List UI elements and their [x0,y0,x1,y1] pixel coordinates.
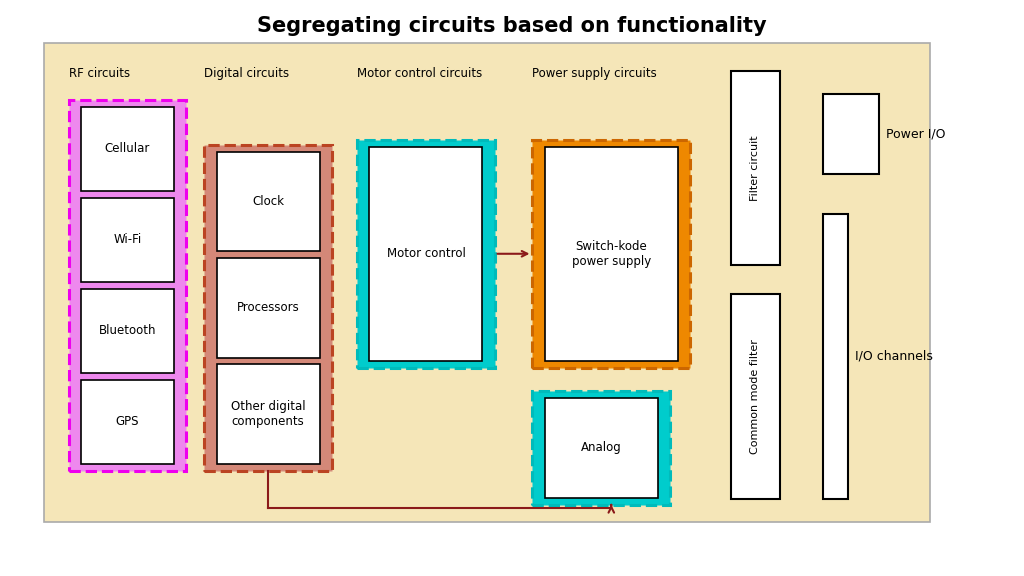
FancyBboxPatch shape [731,294,780,499]
Text: Analog: Analog [581,441,622,454]
Text: Bluetooth: Bluetooth [98,324,157,337]
FancyBboxPatch shape [545,397,657,498]
FancyBboxPatch shape [532,140,690,368]
FancyBboxPatch shape [217,259,319,358]
Text: Switch-kode
power supply: Switch-kode power supply [571,240,651,268]
Text: Motor control: Motor control [386,247,465,260]
Text: Digital circuits: Digital circuits [205,67,290,80]
FancyBboxPatch shape [81,380,174,464]
Text: Other digital
components: Other digital components [230,400,305,428]
Text: Wi-Fi: Wi-Fi [114,233,141,246]
FancyBboxPatch shape [822,214,848,499]
Text: Cellular: Cellular [104,142,151,155]
Text: Motor control circuits: Motor control circuits [357,67,482,80]
Text: Filter circuit: Filter circuit [751,135,761,201]
FancyBboxPatch shape [532,391,670,505]
FancyBboxPatch shape [81,289,174,373]
FancyBboxPatch shape [69,100,186,471]
FancyBboxPatch shape [81,107,174,191]
FancyBboxPatch shape [545,146,678,361]
FancyBboxPatch shape [81,198,174,282]
Text: Clock: Clock [252,195,284,209]
FancyBboxPatch shape [357,140,495,368]
FancyBboxPatch shape [822,94,879,174]
FancyBboxPatch shape [217,152,319,252]
FancyBboxPatch shape [43,43,930,522]
Text: Common mode filter: Common mode filter [751,339,761,454]
FancyBboxPatch shape [217,365,319,464]
Text: RF circuits: RF circuits [69,67,130,80]
Text: Power supply circuits: Power supply circuits [532,67,657,80]
FancyBboxPatch shape [370,146,482,361]
Text: I/O channels: I/O channels [855,350,933,363]
FancyBboxPatch shape [205,145,332,471]
Text: Processors: Processors [237,301,299,314]
Text: GPS: GPS [116,415,139,428]
Text: Power I/O: Power I/O [886,127,945,141]
FancyBboxPatch shape [731,71,780,265]
Text: Segregating circuits based on functionality: Segregating circuits based on functional… [257,16,767,36]
